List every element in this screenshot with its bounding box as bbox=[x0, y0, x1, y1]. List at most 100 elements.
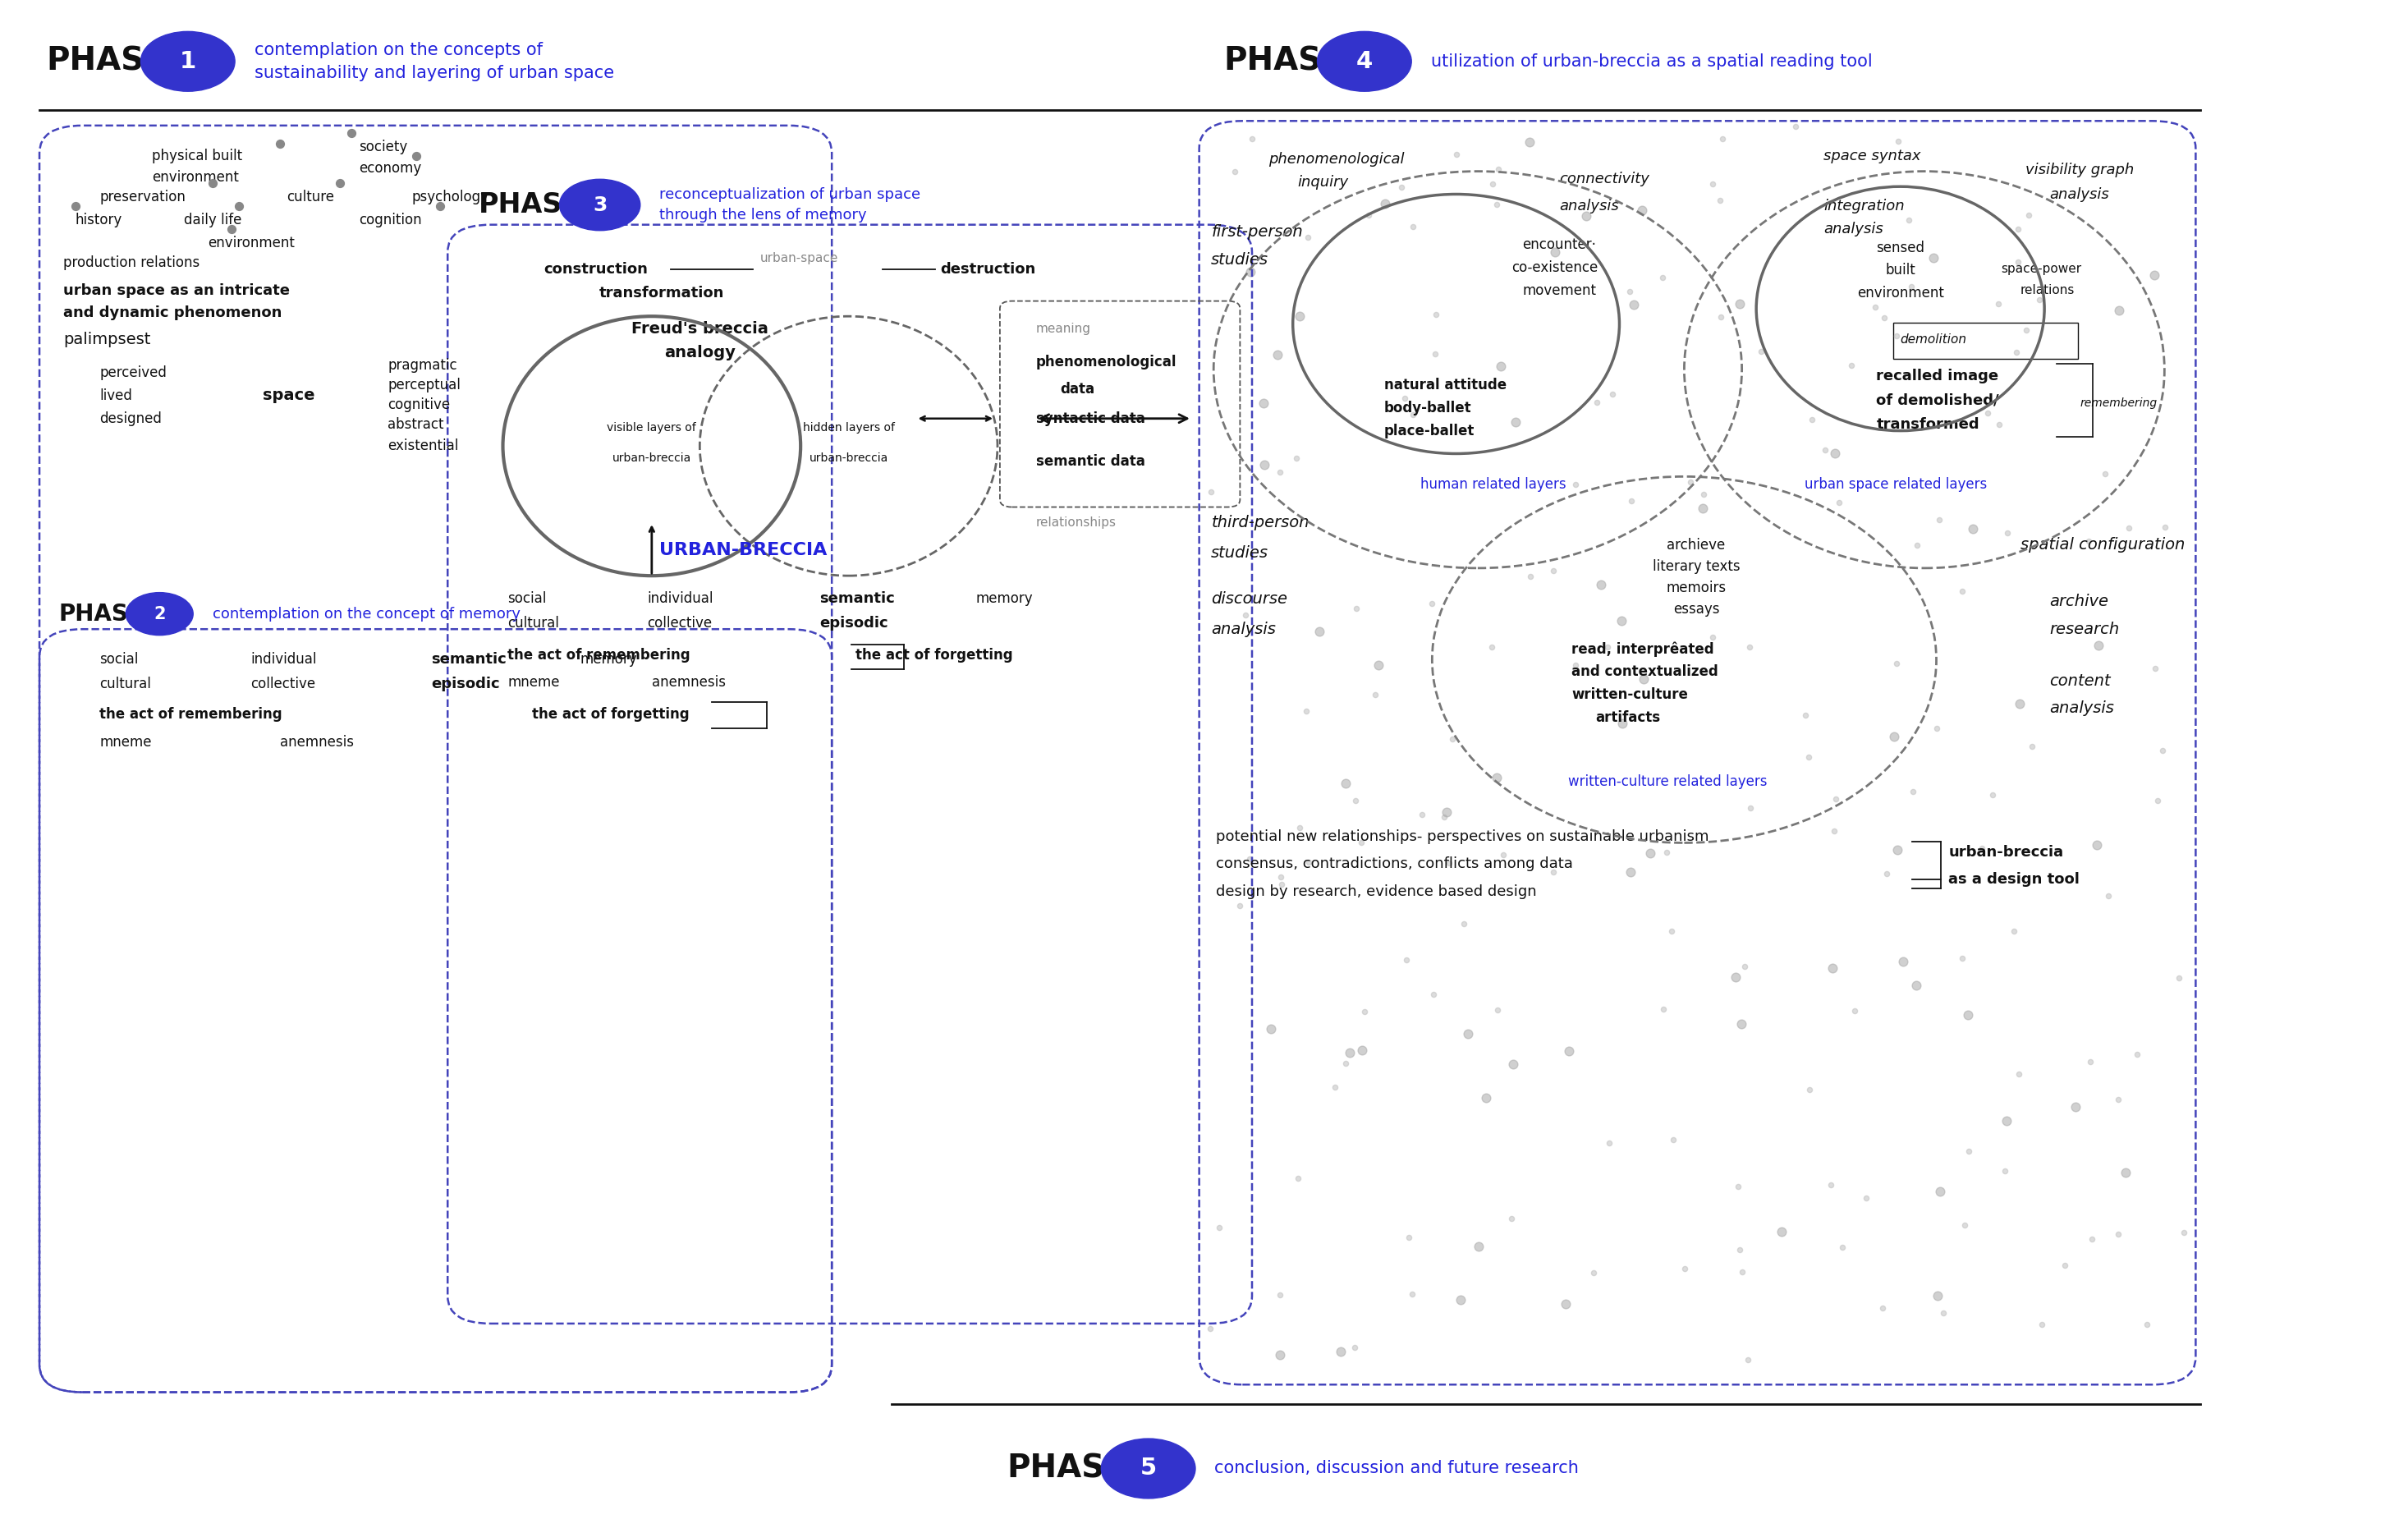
Point bbox=[1683, 481, 1722, 506]
Point bbox=[2107, 1160, 2146, 1185]
Point bbox=[1816, 819, 1854, 843]
Point bbox=[1601, 609, 1640, 633]
Point bbox=[1943, 579, 1982, 604]
Point bbox=[2068, 529, 2107, 553]
Point bbox=[1257, 343, 1296, 368]
Text: urban-breccia: urban-breccia bbox=[809, 452, 889, 464]
Point bbox=[1763, 1219, 1801, 1243]
Point bbox=[1226, 602, 1264, 627]
Point bbox=[1192, 480, 1230, 504]
Point bbox=[1666, 1257, 1705, 1282]
Point bbox=[1979, 291, 2018, 316]
Point bbox=[1777, 113, 1816, 138]
Point bbox=[1336, 788, 1375, 812]
Point bbox=[2117, 1042, 2155, 1067]
Point bbox=[1498, 409, 1536, 434]
Point bbox=[1216, 159, 1255, 184]
Text: urban space related layers: urban space related layers bbox=[1804, 477, 1987, 492]
Text: consensus, contradictions, conflicts among data: consensus, contradictions, conflicts amo… bbox=[1216, 857, 1572, 872]
Text: psychology: psychology bbox=[412, 190, 489, 204]
Point bbox=[1336, 596, 1375, 621]
Text: research: research bbox=[2049, 621, 2119, 636]
Circle shape bbox=[125, 593, 193, 635]
Point bbox=[421, 195, 460, 219]
Text: phenomenological: phenomenological bbox=[1035, 354, 1178, 369]
Point bbox=[1883, 949, 1922, 973]
Text: cultural: cultural bbox=[99, 676, 152, 691]
Text: 3: 3 bbox=[592, 195, 607, 215]
Point bbox=[2013, 734, 2052, 759]
Point bbox=[1428, 800, 1466, 825]
Point bbox=[1864, 1297, 1902, 1321]
Point bbox=[1556, 653, 1594, 678]
Point bbox=[1820, 491, 1859, 515]
Point bbox=[1917, 716, 1955, 740]
Point bbox=[1987, 1159, 2025, 1183]
Point bbox=[2056, 1095, 2095, 1119]
Point bbox=[1385, 386, 1423, 411]
Point bbox=[2023, 1312, 2061, 1337]
Text: analysis: analysis bbox=[1211, 621, 1276, 636]
Text: studies: studies bbox=[1211, 251, 1269, 268]
Point bbox=[2001, 1061, 2040, 1085]
Point bbox=[1387, 947, 1426, 972]
Point bbox=[1832, 353, 1871, 377]
Text: urban-space: urban-space bbox=[761, 251, 838, 265]
Point bbox=[2073, 1226, 2112, 1251]
Point bbox=[1577, 391, 1616, 415]
Point bbox=[2143, 739, 2182, 763]
Point bbox=[1794, 408, 1832, 432]
Text: integration: integration bbox=[1823, 199, 1905, 213]
Text: data: data bbox=[1060, 382, 1096, 397]
Point bbox=[1344, 1038, 1382, 1062]
Point bbox=[1647, 840, 1686, 865]
Point bbox=[1426, 805, 1464, 829]
Text: the act of forgetting: the act of forgetting bbox=[855, 648, 1014, 662]
Text: daily life: daily life bbox=[183, 213, 241, 227]
Text: co-existence: co-existence bbox=[1512, 261, 1599, 274]
Point bbox=[1994, 918, 2032, 943]
Point bbox=[1702, 305, 1741, 330]
Point bbox=[219, 195, 258, 219]
Point bbox=[1857, 294, 1895, 319]
Point bbox=[260, 132, 299, 156]
Point bbox=[1192, 1317, 1230, 1341]
Point bbox=[1199, 1216, 1238, 1240]
Point bbox=[1445, 911, 1483, 935]
Point bbox=[1893, 274, 1931, 299]
Point bbox=[1589, 635, 1628, 659]
Point bbox=[1813, 955, 1852, 980]
Point bbox=[1389, 1225, 1428, 1249]
Text: anemnesis: anemnesis bbox=[653, 675, 725, 690]
Point bbox=[2088, 885, 2126, 909]
Text: essays: essays bbox=[1674, 602, 1719, 616]
Point bbox=[1548, 1039, 1587, 1064]
Point bbox=[1895, 779, 1934, 803]
Point bbox=[1404, 803, 1442, 828]
Point bbox=[1816, 786, 1854, 811]
Point bbox=[1594, 382, 1633, 406]
Text: collective: collective bbox=[648, 616, 713, 630]
Point bbox=[1245, 452, 1283, 477]
Point bbox=[2047, 1252, 2085, 1277]
Point bbox=[1281, 816, 1320, 840]
Point bbox=[193, 172, 231, 196]
Point bbox=[1589, 1130, 1628, 1154]
Text: natural attitude: natural attitude bbox=[1385, 377, 1507, 392]
Text: PHASE: PHASE bbox=[46, 46, 166, 77]
Point bbox=[1722, 1237, 1760, 1262]
Text: mneme: mneme bbox=[508, 675, 559, 690]
Text: archieve: archieve bbox=[1666, 538, 1727, 552]
Point bbox=[1479, 158, 1517, 182]
Text: third-person: third-person bbox=[1211, 515, 1310, 530]
Point bbox=[1866, 305, 1905, 330]
Point bbox=[1438, 143, 1476, 167]
Text: abstract: abstract bbox=[388, 417, 443, 432]
Text: the act of remembering: the act of remembering bbox=[99, 707, 282, 722]
Point bbox=[1556, 472, 1594, 497]
Point bbox=[1474, 172, 1512, 196]
Text: place-ballet: place-ballet bbox=[1385, 423, 1474, 438]
Point bbox=[1611, 279, 1649, 304]
Text: destruction: destruction bbox=[939, 262, 1035, 276]
Point bbox=[1924, 1302, 1963, 1326]
